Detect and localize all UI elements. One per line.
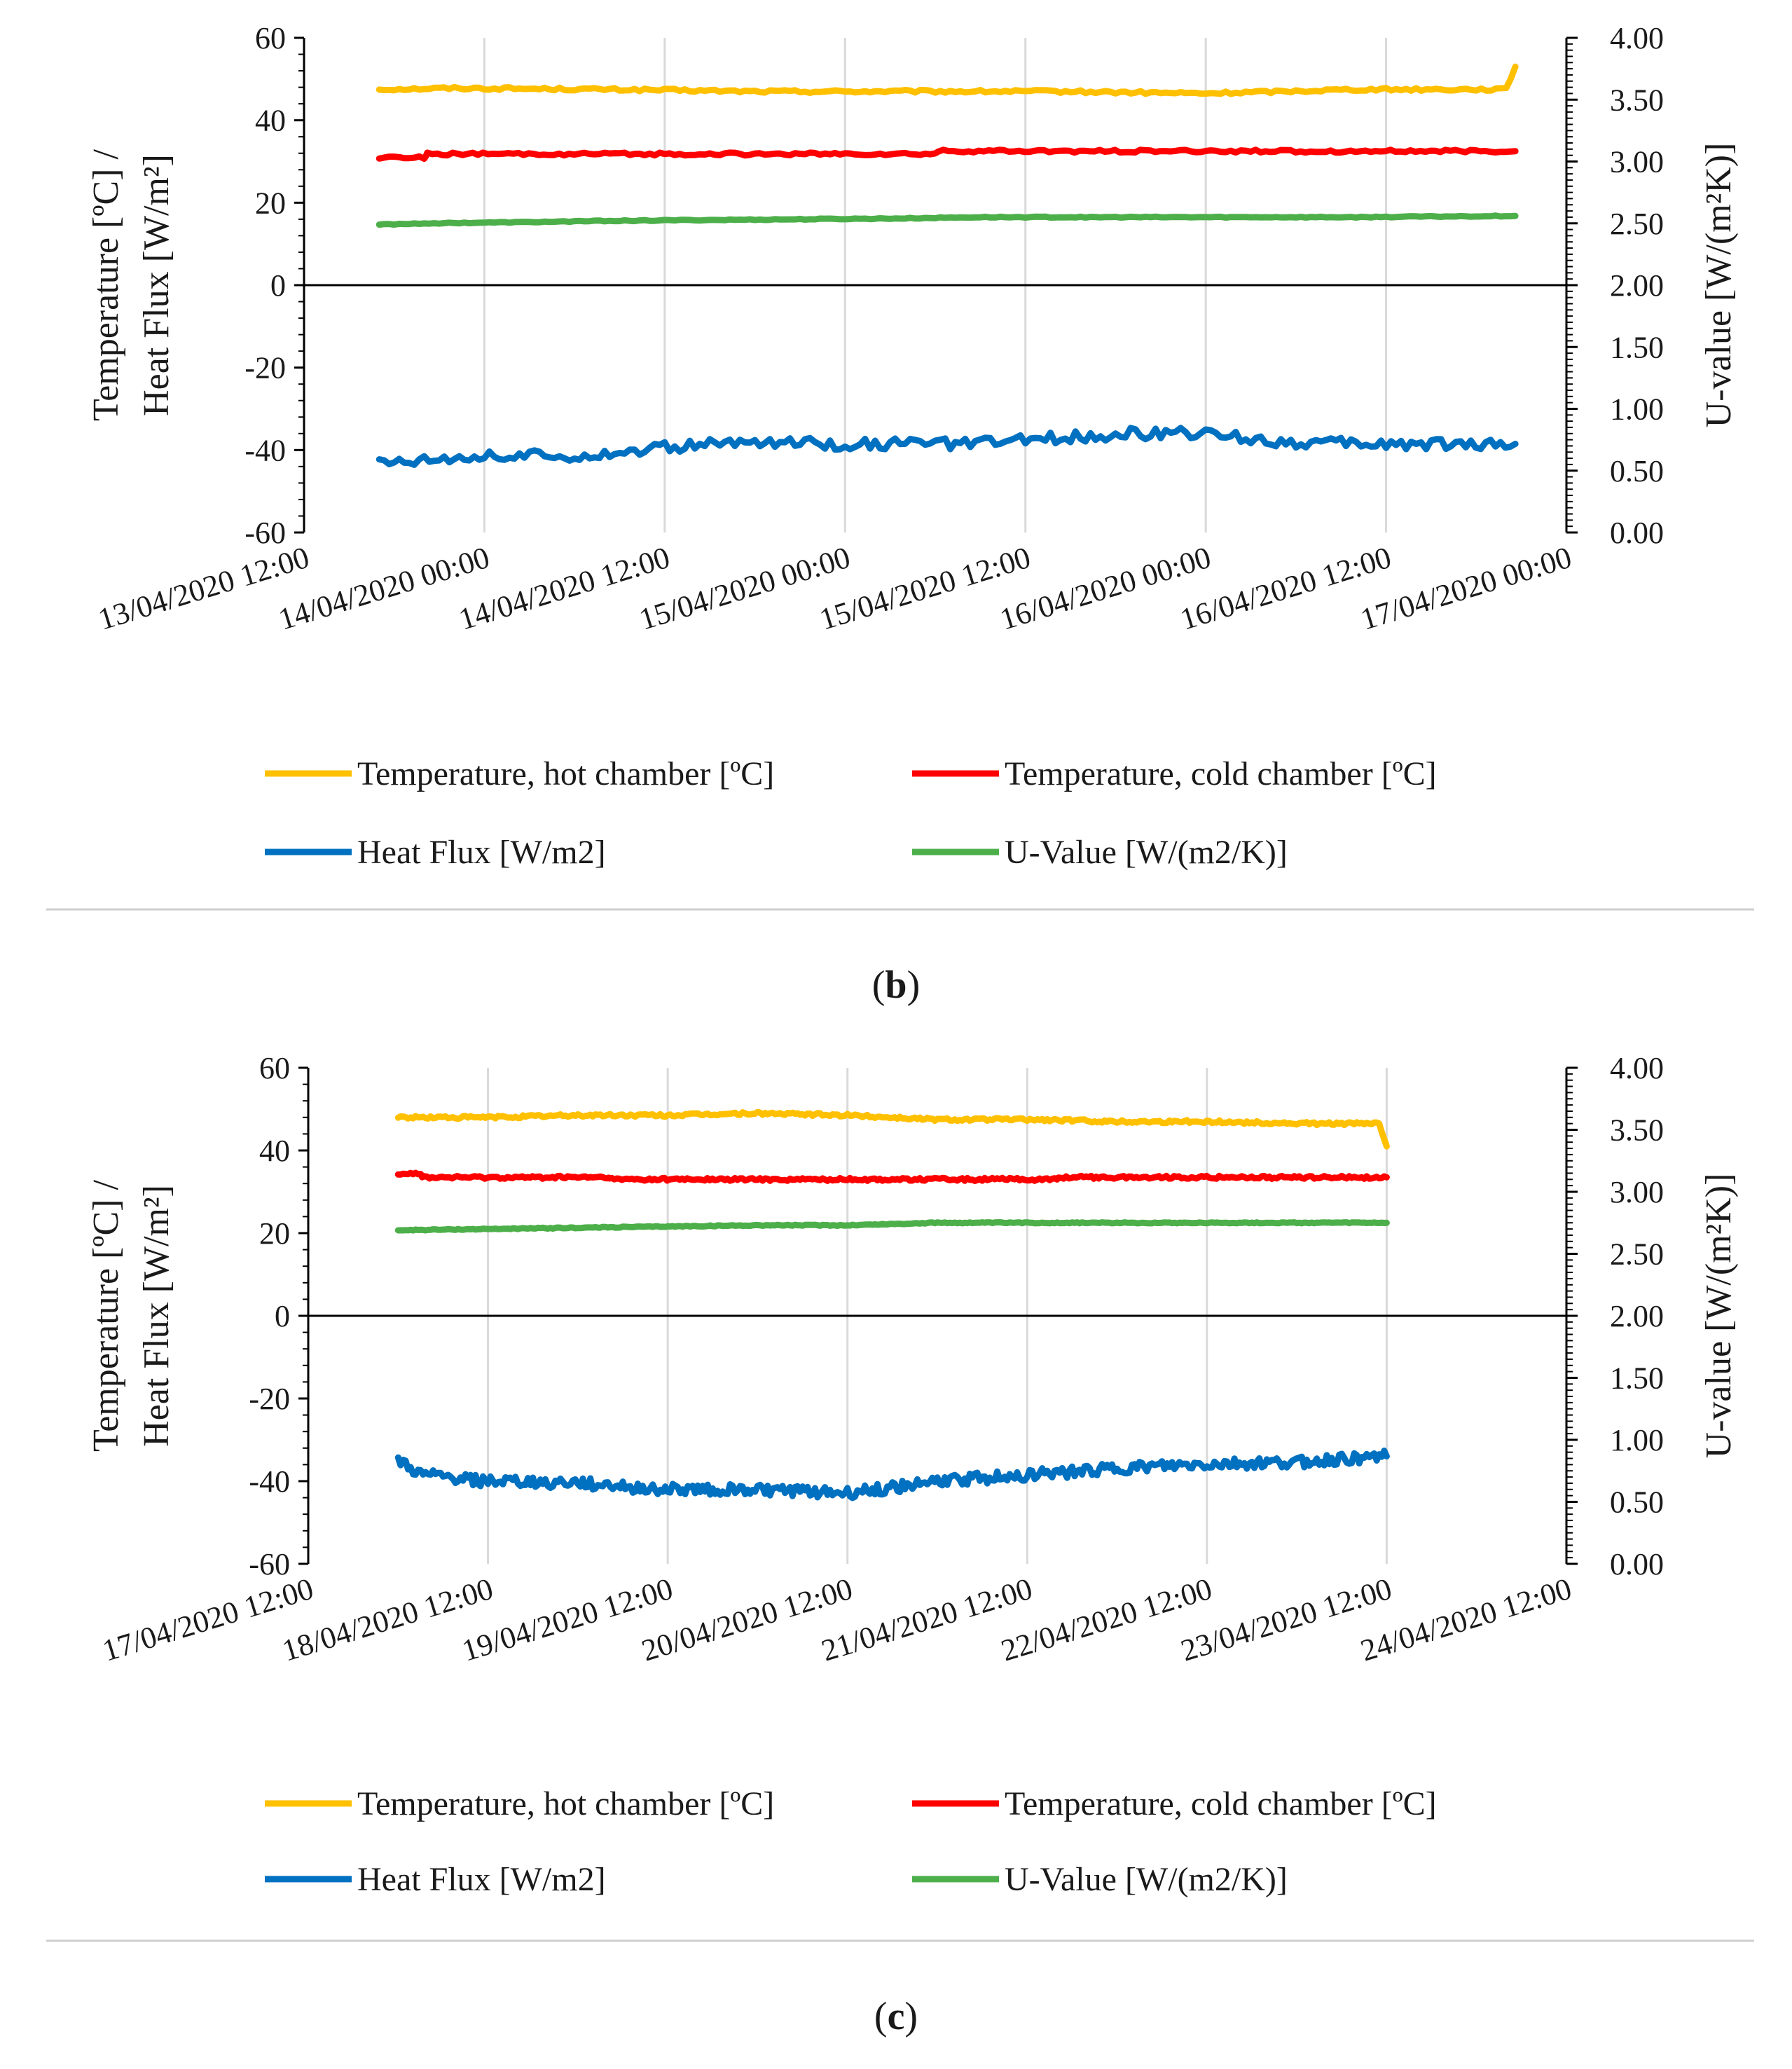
y-left-tick-label: 40 xyxy=(259,1134,290,1168)
y-right-tick-label: 1.00 xyxy=(1610,392,1664,427)
y-right-tick-label: 0.50 xyxy=(1610,454,1664,488)
y-right-tick-label: 4.00 xyxy=(1610,21,1664,55)
y-right-axis-title: U-value [W/(m²K)] xyxy=(1699,143,1739,428)
legend-label: U-Value [W/(m2/K)] xyxy=(1005,1861,1288,1898)
y-right-tick-label: 0.00 xyxy=(1610,1547,1664,1581)
y-right-tick-label: 3.00 xyxy=(1610,145,1664,179)
y-left-axis-title-line1: Temperature [ºC] / xyxy=(86,149,126,421)
legend-label: Temperature, cold chamber [ºC] xyxy=(1005,755,1437,792)
y-left-tick-label: 60 xyxy=(255,21,286,55)
series-line-heat-flux-w-m xyxy=(375,425,1519,468)
series-line-temperature-hot-chamber-c xyxy=(394,1108,1390,1150)
y-right-tick-label: 3.00 xyxy=(1610,1175,1664,1209)
y-right-tick-label: 2.00 xyxy=(1610,1299,1664,1333)
y-right-tick-label: 0.00 xyxy=(1610,516,1664,550)
y-right-tick-label: 4.00 xyxy=(1610,1051,1664,1085)
y-right-tick-label: 3.50 xyxy=(1610,83,1664,117)
y-left-tick-label: -60 xyxy=(244,516,286,550)
y-left-tick-label: -40 xyxy=(249,1464,290,1499)
y-right-tick-label: 3.50 xyxy=(1610,1113,1664,1148)
y-left-tick-label: 40 xyxy=(255,104,286,138)
series-line-u-value-w-m-k xyxy=(375,212,1519,228)
y-right-tick-label: 1.50 xyxy=(1610,330,1664,364)
series-line-temperature-cold-chamber-c xyxy=(394,1169,1390,1184)
caption-b: (b) xyxy=(872,963,920,1007)
y-left-tick-label: -40 xyxy=(244,433,286,467)
legend-label: Temperature, hot chamber [ºC] xyxy=(357,755,774,792)
legend-panel-c: Temperature, hot chamber [ºC] Temperature… xyxy=(265,1785,1437,1898)
y-left-tick-label: -20 xyxy=(244,351,286,385)
legend-label: Temperature, hot chamber [ºC] xyxy=(357,1785,774,1822)
legend-label: Temperature, cold chamber [ºC] xyxy=(1005,1785,1437,1822)
chart-panel-c: 60 40 20 0 -20 -40 -60 4.00 3.50 3.00 2.50 2.00 1.50… xyxy=(86,1051,1739,1668)
y-left-tick-label: 0 xyxy=(275,1299,290,1333)
y-left-tick-label: -60 xyxy=(249,1547,290,1581)
y-left-tick-label: 0 xyxy=(270,268,286,303)
series-line-temperature-cold-chamber-c xyxy=(375,146,1519,163)
y-left-axis-title-line2: Heat Flux [W/m²] xyxy=(137,1185,177,1447)
y-left-tick-label: 60 xyxy=(259,1051,290,1085)
y-left-tick-label: 20 xyxy=(259,1216,290,1251)
y-right-tick-label: 1.00 xyxy=(1610,1423,1664,1457)
legend-label: Heat Flux [W/m2] xyxy=(357,1861,606,1898)
y-right-tick-label: 1.50 xyxy=(1610,1361,1664,1396)
y-right-tick-label: 2.50 xyxy=(1610,207,1664,241)
y-right-tick-label: 0.50 xyxy=(1610,1485,1664,1520)
y-left-tick-label: -20 xyxy=(249,1382,290,1416)
caption-c: (c) xyxy=(874,1995,918,2038)
series-line-temperature-hot-chamber-c xyxy=(375,63,1519,97)
y-left-axis-title-line2: Heat Flux [W/m²] xyxy=(137,154,177,416)
y-right-tick-label: 2.00 xyxy=(1610,268,1664,303)
legend-label: Heat Flux [W/m2] xyxy=(357,834,606,871)
y-right-axis-title: U-value [W/(m²K)] xyxy=(1699,1174,1739,1459)
series-line-heat-flux-w-m xyxy=(394,1448,1390,1501)
y-right-tick-label: 2.50 xyxy=(1610,1237,1664,1272)
y-left-tick-label: 20 xyxy=(255,186,286,220)
chart-panel-b: 60 40 20 0 -20 -40 -60 4.00 3.50 3.00 2.50 2.00 1.50… xyxy=(86,21,1739,637)
y-left-axis-title-line1: Temperature [ºC] / xyxy=(86,1180,126,1452)
legend-panel-b: Temperature, hot chamber [ºC] Temperature… xyxy=(265,755,1437,871)
series-line-u-value-w-m-k xyxy=(394,1219,1390,1234)
legend-label: U-Value [W/(m2/K)] xyxy=(1005,834,1288,871)
